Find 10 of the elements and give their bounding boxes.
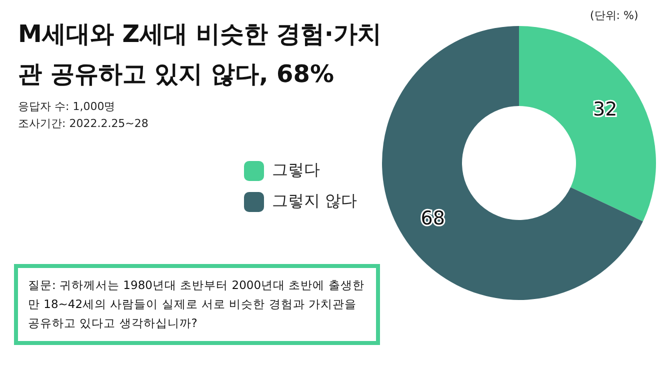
text: 응답자 수: 1,000명 조사기간: 2022.2.25~28: [18, 99, 148, 132]
text: (단위: %): [590, 8, 638, 23]
donut-slice: [382, 26, 643, 300]
text: M세대와 Z세대 비슷한 경험·가치관 공유하고 있지 않다, 68%: [18, 19, 382, 90]
donut-slice: [519, 26, 656, 222]
data-label: 32: [593, 98, 618, 120]
text: 질문: 귀하께서는 1980년대 초반부터 2000년대 초반에 출생한 만 18~42세의 사람들이 실제로 서로 비슷한 경험과 가치관을 공유하고 있다고 생각하십니까?: [14, 264, 380, 345]
legend-label: 그렇다: [272, 160, 320, 181]
data-label: 68: [420, 208, 445, 230]
legend-label: 그렇지 않다: [272, 191, 358, 212]
